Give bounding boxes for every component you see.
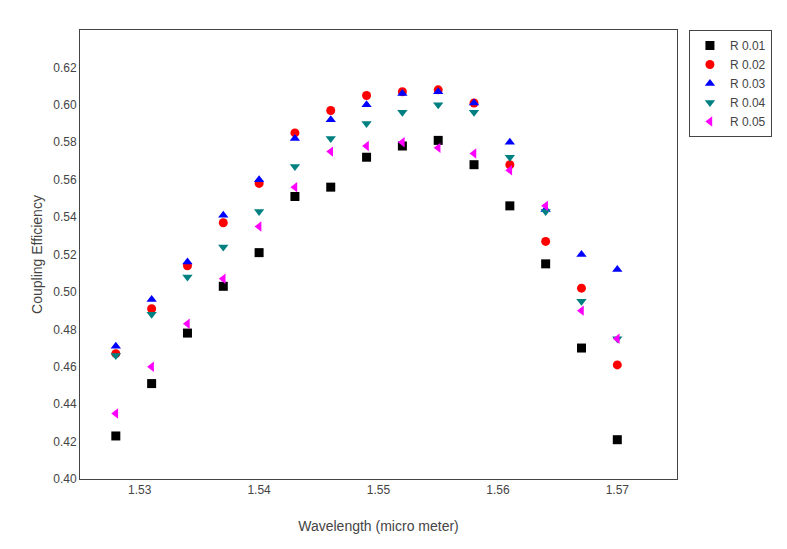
svg-text:R 0.02: R 0.02 <box>730 58 766 72</box>
svg-text:1.57: 1.57 <box>606 483 630 497</box>
svg-text:0.46: 0.46 <box>53 360 77 374</box>
svg-text:0.48: 0.48 <box>53 323 77 337</box>
svg-text:R 0.01: R 0.01 <box>730 39 766 53</box>
svg-text:R 0.05: R 0.05 <box>730 115 766 129</box>
svg-text:0.58: 0.58 <box>53 135 77 149</box>
svg-text:0.52: 0.52 <box>53 248 77 262</box>
svg-text:0.56: 0.56 <box>53 173 77 187</box>
svg-text:1.55: 1.55 <box>367 483 391 497</box>
svg-text:0.50: 0.50 <box>53 285 77 299</box>
svg-text:1.56: 1.56 <box>486 483 510 497</box>
svg-text:0.62: 0.62 <box>53 61 77 75</box>
svg-text:0.54: 0.54 <box>53 210 77 224</box>
svg-text:0.44: 0.44 <box>53 397 77 411</box>
svg-text:1.54: 1.54 <box>247 483 271 497</box>
svg-text:Wavelength (micro meter): Wavelength (micro meter) <box>298 518 459 534</box>
svg-text:0.42: 0.42 <box>53 435 77 449</box>
svg-text:0.60: 0.60 <box>53 98 77 112</box>
svg-text:1.53: 1.53 <box>128 483 152 497</box>
svg-text:0.40: 0.40 <box>53 472 77 486</box>
svg-text:R 0.04: R 0.04 <box>730 96 766 110</box>
svg-text:R 0.03: R 0.03 <box>730 77 766 91</box>
svg-text:Coupling Efficiency: Coupling Efficiency <box>29 195 45 314</box>
